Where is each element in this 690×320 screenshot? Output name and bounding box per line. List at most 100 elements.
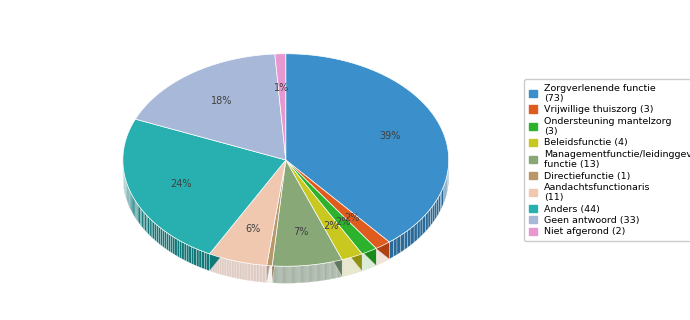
Polygon shape [314,265,315,282]
Polygon shape [201,251,204,269]
Polygon shape [170,235,172,253]
Text: 2%: 2% [344,213,359,223]
Polygon shape [263,265,264,282]
Polygon shape [326,263,328,280]
Polygon shape [127,183,128,203]
Polygon shape [157,225,158,243]
Polygon shape [433,203,435,223]
Polygon shape [257,265,258,282]
Text: 2%: 2% [323,221,339,231]
Polygon shape [168,234,170,252]
Polygon shape [135,201,137,219]
Polygon shape [301,266,302,283]
Polygon shape [320,264,322,281]
Text: 2%: 2% [335,217,351,227]
Polygon shape [304,266,306,283]
Polygon shape [204,252,207,270]
Polygon shape [266,160,286,283]
Polygon shape [411,226,414,245]
Polygon shape [414,223,417,243]
Polygon shape [337,261,338,278]
Polygon shape [288,266,289,283]
Polygon shape [272,160,286,283]
Polygon shape [243,262,244,280]
Polygon shape [286,160,389,248]
Polygon shape [322,263,323,281]
Polygon shape [286,160,376,265]
Polygon shape [325,263,326,280]
Polygon shape [331,262,332,279]
Polygon shape [286,160,362,271]
Polygon shape [224,258,225,276]
Polygon shape [227,259,228,276]
Polygon shape [252,264,253,281]
Polygon shape [134,199,135,218]
Polygon shape [439,194,440,214]
Polygon shape [189,245,191,264]
Polygon shape [435,200,437,220]
Polygon shape [401,233,404,252]
Polygon shape [128,187,129,206]
Polygon shape [340,260,342,277]
Polygon shape [229,260,230,277]
Polygon shape [241,262,242,279]
Polygon shape [308,265,309,282]
Polygon shape [286,160,376,254]
Polygon shape [137,204,139,223]
Polygon shape [389,240,393,259]
Polygon shape [286,266,288,283]
Polygon shape [225,259,226,276]
Polygon shape [242,262,243,279]
Polygon shape [339,260,340,277]
Polygon shape [217,256,218,274]
Polygon shape [253,264,254,281]
Polygon shape [175,238,177,256]
Polygon shape [160,228,162,246]
Polygon shape [230,260,231,277]
Text: 39%: 39% [380,131,401,140]
Legend: Zorgverlenende functie
(73), Vrijwillige thuiszorg (3), Ondersteuning mantelzorg: Zorgverlenende functie (73), Vrijwillige… [524,79,690,241]
Polygon shape [290,266,291,283]
Polygon shape [310,265,312,282]
Polygon shape [166,232,168,251]
Polygon shape [131,193,132,212]
Polygon shape [335,261,336,278]
Polygon shape [286,54,448,242]
Polygon shape [148,216,149,235]
Polygon shape [194,248,197,266]
Polygon shape [328,262,329,280]
Polygon shape [250,264,251,281]
Polygon shape [272,160,286,283]
Polygon shape [437,197,439,217]
Polygon shape [235,261,236,278]
Polygon shape [317,264,318,281]
Polygon shape [149,218,151,237]
Polygon shape [264,265,265,282]
Polygon shape [236,261,237,278]
Polygon shape [408,228,411,248]
Polygon shape [316,264,317,281]
Text: 1%: 1% [275,83,290,93]
Polygon shape [197,249,199,267]
Polygon shape [266,160,286,266]
Polygon shape [286,160,342,277]
Polygon shape [218,257,219,274]
Polygon shape [329,262,330,279]
Polygon shape [428,209,431,229]
Polygon shape [231,260,232,277]
Polygon shape [258,265,259,282]
Polygon shape [210,160,286,271]
Polygon shape [306,265,307,283]
Polygon shape [313,265,314,282]
Polygon shape [146,215,148,233]
Text: 24%: 24% [170,180,193,189]
Polygon shape [133,197,134,216]
Polygon shape [312,265,313,282]
Polygon shape [220,257,221,274]
Polygon shape [246,263,247,280]
Polygon shape [284,266,285,283]
Polygon shape [172,236,175,255]
Polygon shape [228,260,229,276]
Polygon shape [276,266,277,283]
Polygon shape [275,54,286,160]
